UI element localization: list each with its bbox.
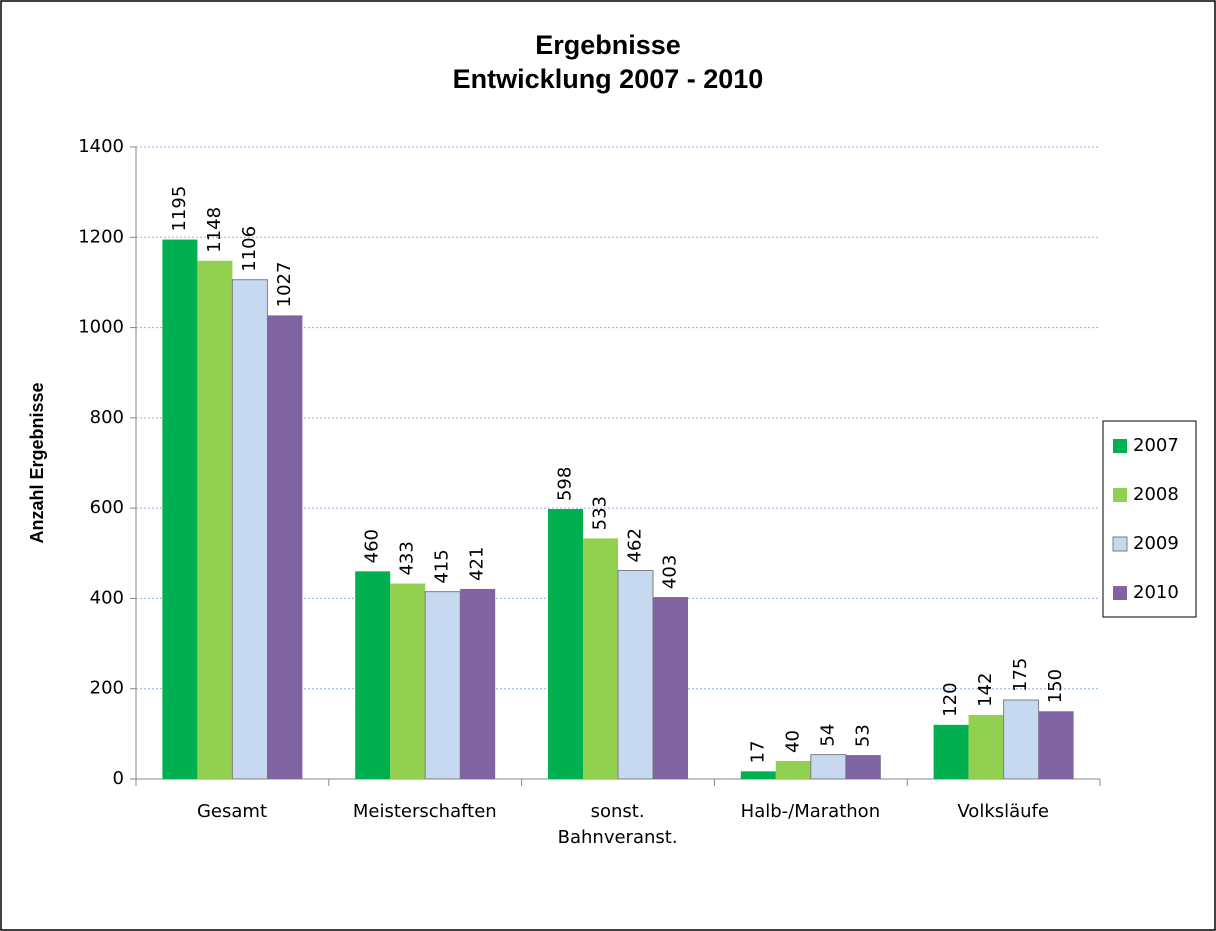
data-label: 17: [747, 740, 768, 763]
data-label: 460: [362, 529, 383, 563]
bar: [845, 755, 881, 779]
y-axis-label: Anzahl Ergebnisse: [27, 382, 47, 543]
y-tick-label: 600: [90, 497, 124, 518]
bar: [968, 714, 1004, 779]
bar: [424, 591, 461, 780]
bar: [460, 588, 496, 779]
data-label: 598: [555, 467, 576, 501]
data-label: 142: [975, 673, 996, 707]
data-label: 433: [397, 541, 418, 575]
bar: [267, 315, 303, 779]
x-tick-label: Halb-/Marathon: [740, 801, 881, 822]
bar: [583, 538, 618, 779]
data-label: 1148: [204, 207, 225, 253]
legend-box: [1102, 420, 1197, 618]
y-tick-label: 400: [90, 587, 124, 608]
data-label: 1195: [169, 186, 190, 232]
bar: [933, 724, 969, 779]
y-tick-label: 800: [90, 407, 124, 428]
legend-swatch: [1113, 488, 1127, 502]
x-tick-label: Meisterschaften: [352, 801, 497, 822]
y-tick-label: 200: [90, 678, 124, 699]
data-label: 54: [817, 724, 838, 747]
bar: [1003, 699, 1040, 780]
x-tick-label: Volksläufe: [957, 801, 1049, 822]
bar: [617, 569, 654, 780]
y-tick-label: 1000: [78, 317, 124, 338]
data-label: 40: [782, 730, 803, 753]
bar: [653, 597, 688, 779]
x-tick-label: Gesamt: [196, 801, 268, 822]
bar: [548, 509, 583, 779]
data-label: 1027: [274, 262, 295, 308]
data-label: 53: [852, 724, 873, 747]
data-label: 533: [590, 496, 611, 530]
x-tick-label: sonst. Bahnveranst.: [557, 801, 678, 848]
bar: [355, 571, 391, 779]
legend-label: 2007: [1133, 435, 1179, 456]
bar: [775, 760, 811, 779]
bar: [197, 260, 233, 779]
data-label: 150: [1045, 669, 1066, 703]
data-label: 175: [1010, 658, 1031, 692]
bar: [810, 754, 847, 780]
bar: [231, 279, 268, 780]
legend-label: 2008: [1133, 484, 1179, 505]
bar: [162, 239, 198, 780]
data-label: 462: [625, 528, 646, 562]
data-label: 403: [660, 555, 681, 589]
data-label: 415: [432, 549, 453, 583]
data-label: 120: [940, 682, 961, 716]
bar: [740, 771, 776, 779]
data-label: 1106: [239, 226, 260, 272]
chart-subtitle: Entwicklung 2007 - 2010: [453, 64, 764, 94]
y-tick-label: 0: [113, 768, 124, 789]
legend-swatch: [1112, 536, 1128, 552]
chart-title: Ergebnisse: [535, 30, 681, 60]
legend-swatch: [1113, 439, 1127, 453]
y-tick-label: 1400: [78, 136, 124, 157]
legend-label: 2010: [1133, 582, 1179, 603]
y-tick-label: 1200: [78, 226, 124, 247]
data-label: 421: [467, 547, 488, 581]
legend-swatch: [1113, 586, 1127, 600]
bar: [1038, 711, 1074, 779]
legend-label: 2009: [1133, 533, 1179, 554]
bar: [390, 583, 426, 779]
